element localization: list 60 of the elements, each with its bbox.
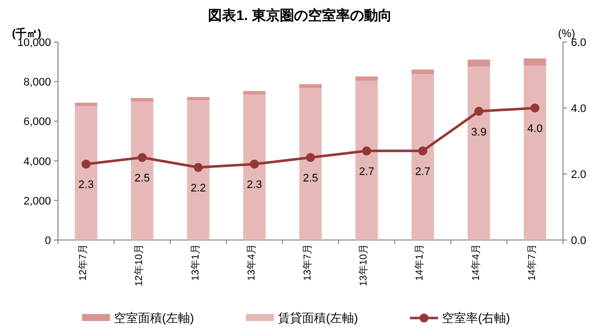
x-tick-label: 14年7月 — [526, 244, 538, 281]
bar — [468, 60, 490, 67]
y-tick-label: 8,000 — [23, 76, 51, 89]
data-label: 2.5 — [302, 172, 318, 184]
y-tick-label: 6,000 — [23, 116, 51, 128]
bar — [187, 97, 210, 100]
data-label: 4.0 — [527, 123, 543, 135]
bar — [412, 74, 434, 240]
data-label: 2.3 — [246, 179, 262, 192]
bar — [355, 80, 378, 240]
bar — [355, 76, 378, 81]
bar — [74, 106, 98, 240]
bar — [299, 88, 322, 240]
point — [82, 160, 91, 169]
data-label: 2.5 — [134, 172, 150, 184]
y2-tick-label: 0.0 — [571, 235, 586, 247]
x-tick-label: 12年10月 — [133, 244, 146, 286]
bar — [130, 98, 154, 102]
legend-label: 空室率(右軸) — [442, 311, 510, 325]
y2-axis-title: (%) — [558, 28, 576, 40]
data-label: 3.9 — [471, 126, 486, 138]
bar — [187, 100, 210, 240]
y2-tick-label: 4.0 — [571, 103, 586, 115]
point — [194, 162, 203, 172]
point — [362, 146, 372, 156]
x-tick-label: 13年4月 — [245, 244, 258, 281]
point — [250, 160, 259, 169]
y-tick-label: 2,000 — [23, 195, 51, 208]
bar — [299, 84, 322, 88]
point — [418, 146, 428, 156]
y-tick-label: 0 — [44, 235, 51, 247]
x-tick-label: 14年1月 — [414, 244, 426, 281]
data-label: 2.3 — [78, 179, 94, 192]
x-tick-label: 14年4月 — [470, 244, 482, 281]
x-tick-label: 13年1月 — [189, 244, 202, 281]
legend-label: 空室面積(左軸) — [114, 311, 194, 325]
point — [138, 153, 147, 162]
data-label: 2.7 — [358, 166, 374, 178]
y-tick-label: 4,000 — [23, 156, 51, 168]
point — [474, 106, 484, 116]
y2-tick-label: 2.0 — [571, 169, 586, 181]
bar — [412, 70, 434, 74]
bar — [130, 102, 154, 240]
x-tick-label: 13年7月 — [302, 244, 314, 281]
y2-tick-label: 6.0 — [571, 37, 586, 49]
point — [530, 104, 540, 112]
bar — [243, 91, 266, 94]
x-tick-label: 12年7月 — [77, 244, 90, 281]
bar — [74, 102, 98, 106]
x-tick-label: 13年10月 — [358, 244, 370, 286]
data-label: 2.2 — [190, 182, 206, 194]
bar — [524, 58, 546, 66]
chart-title: 図表1. 東京圏の空室率の動向 — [208, 7, 392, 23]
legend-label: 賃貸面積(左軸) — [278, 311, 358, 325]
bar — [524, 66, 546, 240]
data-label: 2.7 — [415, 166, 430, 178]
y-tick-label: 10,000 — [17, 37, 51, 49]
bar — [243, 94, 266, 240]
bar — [468, 66, 490, 240]
point — [306, 153, 315, 162]
